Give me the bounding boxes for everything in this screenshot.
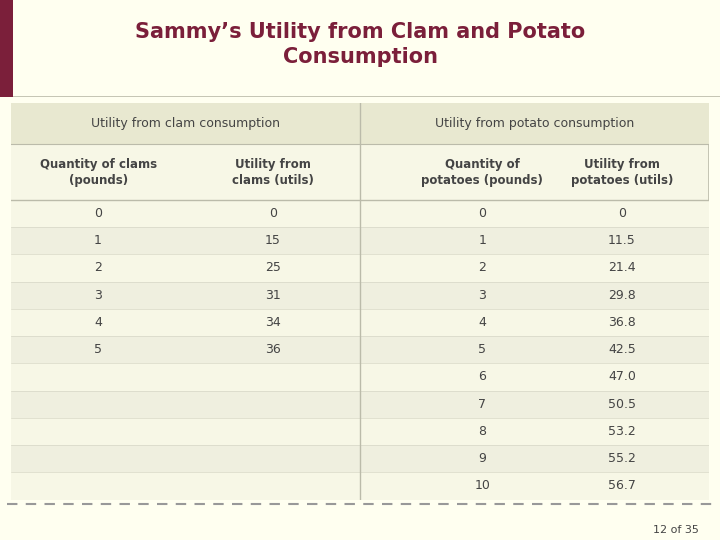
Bar	[11, 445, 709, 472]
Text: 11.5: 11.5	[608, 234, 636, 247]
Text: 8: 8	[478, 425, 486, 438]
Text: Utility from
clams (utils): Utility from clams (utils)	[232, 158, 314, 186]
Bar	[11, 336, 709, 363]
Bar	[11, 144, 360, 200]
Text: Sammy’s Utility from Clam and Potato
Consumption: Sammy’s Utility from Clam and Potato Con…	[135, 22, 585, 67]
Bar	[360, 103, 709, 144]
Text: 31: 31	[265, 289, 281, 302]
Text: 21.4: 21.4	[608, 261, 636, 274]
Text: Quantity of clams
(pounds): Quantity of clams (pounds)	[40, 158, 157, 186]
Text: Utility from potato consumption: Utility from potato consumption	[435, 117, 634, 130]
Bar	[11, 472, 709, 500]
Text: 0: 0	[618, 207, 626, 220]
Text: 36: 36	[265, 343, 281, 356]
Text: 6: 6	[478, 370, 486, 383]
Text: 0: 0	[478, 207, 486, 220]
Text: 7: 7	[478, 397, 486, 410]
Text: 25: 25	[265, 261, 281, 274]
Text: 15: 15	[265, 234, 281, 247]
Text: 53.2: 53.2	[608, 425, 636, 438]
Bar	[11, 363, 709, 390]
Text: 3: 3	[478, 289, 486, 302]
Text: 3: 3	[94, 289, 102, 302]
Text: 0: 0	[269, 207, 276, 220]
Bar	[11, 254, 709, 281]
Text: 5: 5	[478, 343, 486, 356]
Text: 1: 1	[478, 234, 486, 247]
Bar	[0, 0, 13, 97]
Bar	[11, 227, 709, 254]
Text: 29.8: 29.8	[608, 289, 636, 302]
Text: 55.2: 55.2	[608, 452, 636, 465]
Text: 42.5: 42.5	[608, 343, 636, 356]
Text: 47.0: 47.0	[608, 370, 636, 383]
Text: 50.5: 50.5	[608, 397, 636, 410]
Bar	[11, 200, 709, 227]
Text: 4: 4	[478, 316, 486, 329]
Text: 12 of 35: 12 of 35	[652, 524, 698, 535]
Text: 10: 10	[474, 480, 490, 492]
Text: Utility from clam consumption: Utility from clam consumption	[91, 117, 280, 130]
Text: 4: 4	[94, 316, 102, 329]
Text: 5: 5	[94, 343, 102, 356]
Text: Quantity of
potatoes (pounds): Quantity of potatoes (pounds)	[421, 158, 543, 186]
Text: 56.7: 56.7	[608, 480, 636, 492]
Text: 2: 2	[478, 261, 486, 274]
Bar	[11, 418, 709, 445]
Text: Utility from
potatoes (utils): Utility from potatoes (utils)	[571, 158, 673, 186]
Text: 2: 2	[94, 261, 102, 274]
Text: 9: 9	[478, 452, 486, 465]
Bar	[11, 281, 709, 309]
Text: 1: 1	[94, 234, 102, 247]
Text: 0: 0	[94, 207, 102, 220]
Text: 34: 34	[265, 316, 281, 329]
Bar	[11, 309, 709, 336]
Text: 36.8: 36.8	[608, 316, 636, 329]
Bar	[11, 103, 360, 144]
Bar	[11, 390, 709, 418]
